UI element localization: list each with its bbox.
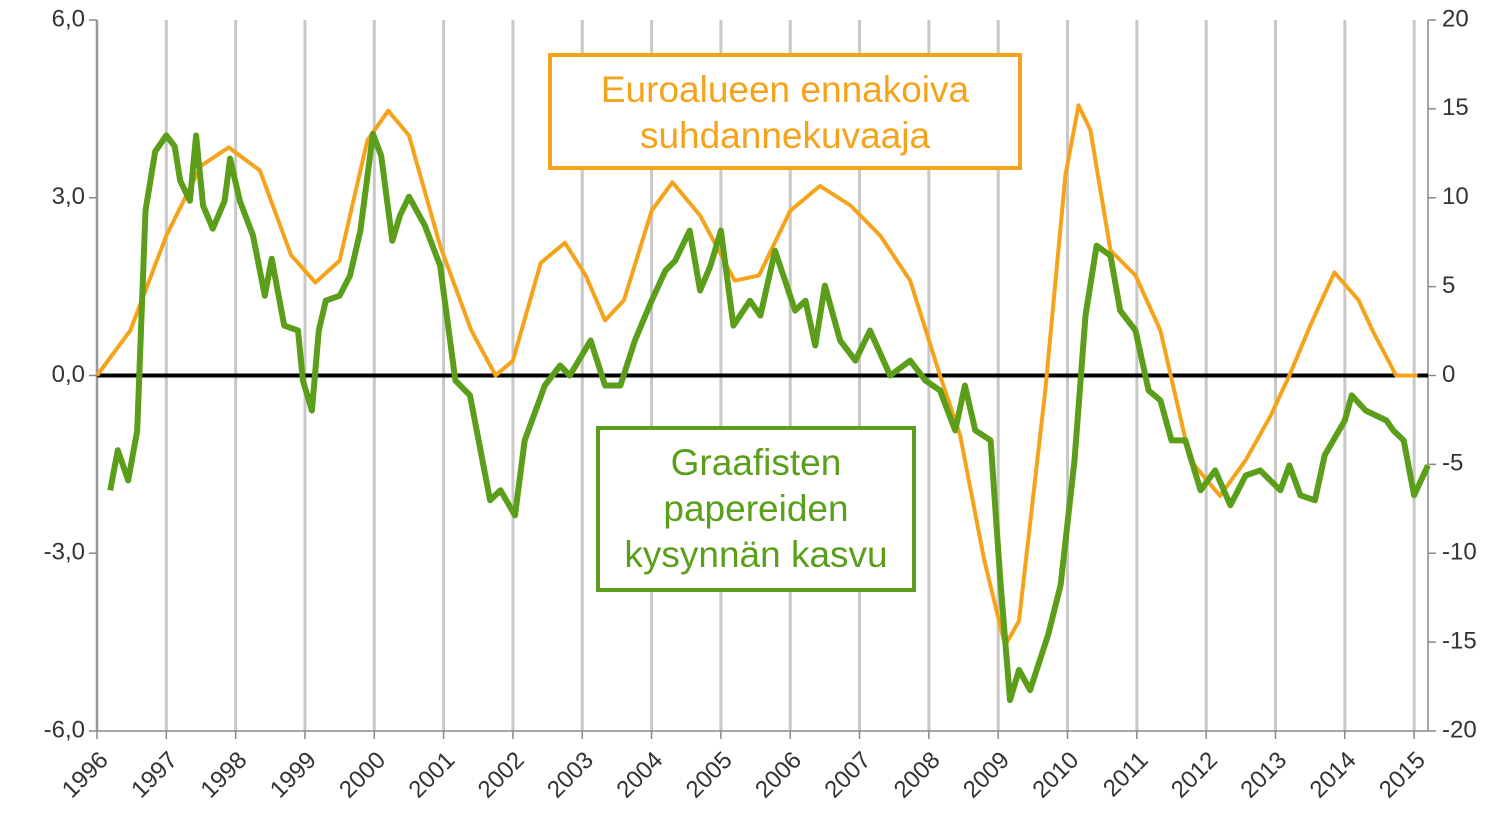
x-tick-label: 2011 xyxy=(1098,747,1154,803)
y-tick-label: -6,0 xyxy=(44,716,85,743)
x-tick-label: 2004 xyxy=(611,747,668,804)
x-tick-label: 2015 xyxy=(1374,747,1431,804)
y2-tick-label: 0 xyxy=(1442,361,1455,388)
x-tick-label: 2006 xyxy=(750,747,807,804)
y2-tick-label: -15 xyxy=(1442,627,1477,654)
x-tick-label: 2008 xyxy=(889,747,946,804)
y2-tick-label: 15 xyxy=(1442,94,1469,121)
x-tick-label: 1998 xyxy=(196,747,253,804)
x-tick-label: 1999 xyxy=(265,747,322,804)
y-tick-label: 3,0 xyxy=(52,183,85,210)
x-tick-label: 2003 xyxy=(542,747,599,804)
x-tick-label: 2000 xyxy=(334,747,391,804)
y2-tick-label: 20 xyxy=(1442,5,1469,32)
y2-tick-label: 10 xyxy=(1442,183,1469,210)
x-tick-label: 1996 xyxy=(57,747,114,804)
x-tick-label: 2012 xyxy=(1166,747,1223,804)
x-tick-label: 2001 xyxy=(403,747,460,804)
x-tick-label: 2002 xyxy=(473,747,530,804)
y2-tick-label: -5 xyxy=(1442,450,1463,477)
y-tick-label: 6,0 xyxy=(52,5,85,32)
x-tick-label: 2010 xyxy=(1027,747,1084,804)
y2-tick-label: 5 xyxy=(1442,272,1455,299)
x-tick-label: 2009 xyxy=(958,747,1015,804)
series-label: Graafisten papereiden kysynnän kasvu xyxy=(596,426,916,592)
x-tick-label: 1997 xyxy=(126,747,183,804)
y-tick-label: -3,0 xyxy=(44,539,85,566)
x-tick-label: 2005 xyxy=(681,747,738,804)
x-tick-label: 2013 xyxy=(1235,747,1292,804)
y2-tick-label: -10 xyxy=(1442,539,1477,566)
x-tick-label: 2007 xyxy=(819,747,876,804)
x-tick-label: 2014 xyxy=(1305,747,1362,804)
series-line xyxy=(107,130,1431,704)
y-tick-label: 0,0 xyxy=(52,361,85,388)
y2-tick-label: -20 xyxy=(1442,716,1477,743)
series-label: Euroalueen ennakoiva suhdannekuvaaja xyxy=(548,53,1022,170)
